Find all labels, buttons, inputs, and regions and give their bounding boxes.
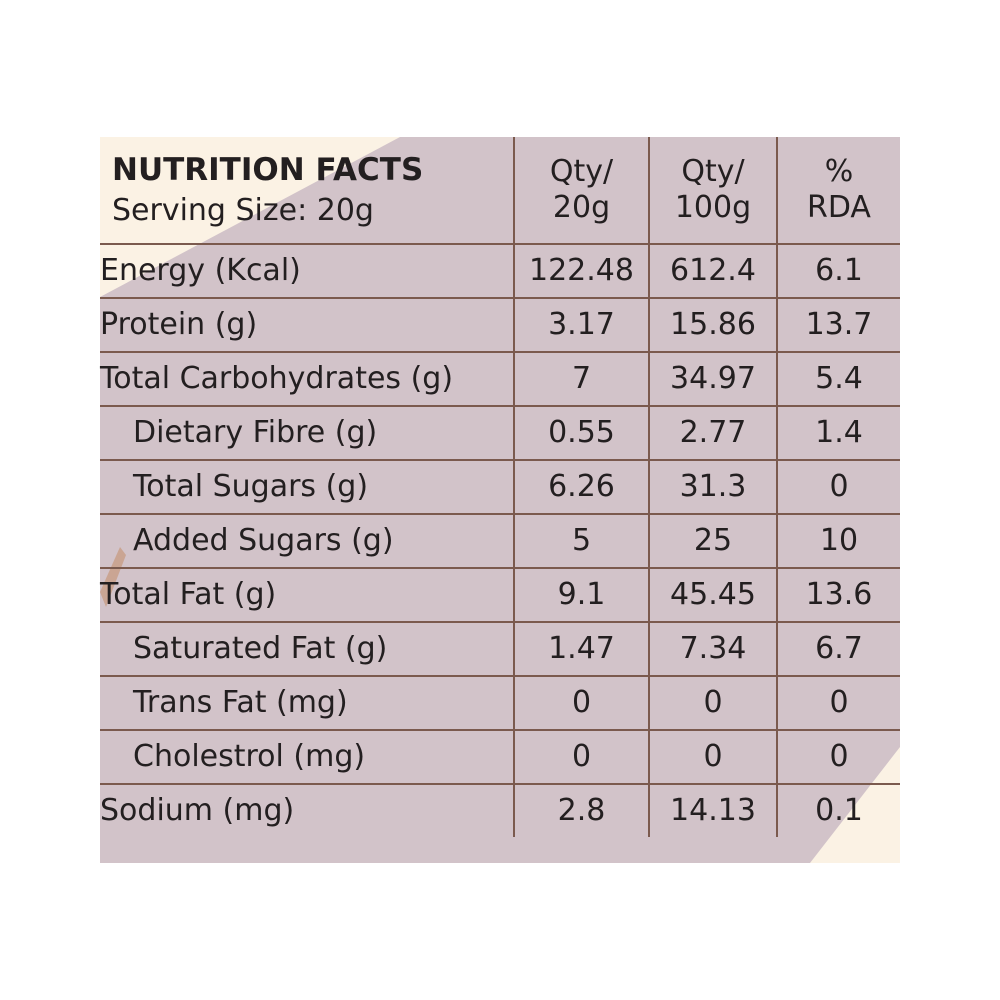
qty-per-100g: 7.34	[648, 621, 778, 677]
rda-percent: 5.4	[776, 351, 900, 407]
rda-percent: 13.7	[776, 297, 900, 353]
rda-percent: 0	[776, 675, 900, 731]
table-row-added-sugars: Added Sugars (g) 5 25 10	[100, 513, 900, 569]
table-row-cholestrol: Cholestrol (mg) 0 0 0	[100, 729, 900, 785]
table-row-dietary-fibre: Dietary Fibre (g) 0.55 2.77 1.4	[100, 405, 900, 461]
qty-per-100g: 14.13	[648, 783, 778, 837]
rda-percent: 1.4	[776, 405, 900, 461]
table-row-total-carbohydrates: Total Carbohydrates (g) 7 34.97 5.4	[100, 351, 900, 407]
qty-per-serving: 6.26	[513, 459, 650, 515]
qty-per-serving: 122.48	[513, 243, 650, 299]
qty-per-100g: 45.45	[648, 567, 778, 623]
qty-per-100g: 612.4	[648, 243, 778, 299]
qty-per-100g: 25	[648, 513, 778, 569]
nutrition-facts-table: NUTRITION FACTS Serving Size: 20g Qty/ 2…	[100, 137, 900, 837]
qty-per-serving: 1.47	[513, 621, 650, 677]
nutrient-name: Sodium (mg)	[100, 783, 515, 837]
rda-percent: 0	[776, 729, 900, 785]
qty-per-serving: 0.55	[513, 405, 650, 461]
serving-size-label: Serving Size: 20g	[112, 192, 374, 228]
header-title-cell: NUTRITION FACTS Serving Size: 20g	[100, 137, 515, 245]
nutrient-name: Dietary Fibre (g)	[100, 405, 515, 461]
column-header-per-100g-line2: 100g	[674, 190, 752, 225]
column-header-rda: % RDA	[776, 137, 900, 245]
qty-per-100g: 15.86	[648, 297, 778, 353]
qty-per-100g: 31.3	[648, 459, 778, 515]
table-row-sodium: Sodium (mg) 2.8 14.13 0.1	[100, 783, 900, 837]
qty-per-100g: 2.77	[648, 405, 778, 461]
nutrient-name: Total Carbohydrates (g)	[100, 351, 515, 407]
column-header-rda-line1: %	[824, 154, 854, 189]
column-header-per-serving-line1: Qty/	[549, 154, 614, 189]
qty-per-serving: 0	[513, 729, 650, 785]
rda-percent: 10	[776, 513, 900, 569]
column-header-per-100g-line1: Qty/	[681, 154, 745, 189]
column-header-per-serving-line2: 20g	[552, 190, 611, 225]
qty-per-serving: 3.17	[513, 297, 650, 353]
qty-per-serving: 9.1	[513, 567, 650, 623]
column-header-rda-line2: RDA	[807, 190, 871, 225]
qty-per-serving: 2.8	[513, 783, 650, 837]
qty-per-100g: 34.97	[648, 351, 778, 407]
qty-per-100g: 0	[648, 729, 778, 785]
nutrient-name: Cholestrol (mg)	[100, 729, 515, 785]
qty-per-100g: 0	[648, 675, 778, 731]
rda-percent: 6.7	[776, 621, 900, 677]
nutrient-name: Total Fat (g)	[100, 567, 515, 623]
rda-percent: 0	[776, 459, 900, 515]
table-row-total-sugars: Total Sugars (g) 6.26 31.3 0	[100, 459, 900, 515]
table-row-total-fat: Total Fat (g) 9.1 45.45 13.6	[100, 567, 900, 623]
nutrient-name: Trans Fat (mg)	[100, 675, 515, 731]
table-header-row: NUTRITION FACTS Serving Size: 20g Qty/ 2…	[100, 137, 900, 245]
table-row-energy: Energy (Kcal) 122.48 612.4 6.1	[100, 243, 900, 299]
column-header-per-serving: Qty/ 20g	[513, 137, 650, 245]
rda-percent: 13.6	[776, 567, 900, 623]
rda-percent: 0.1	[776, 783, 900, 837]
column-header-per-100g: Qty/ 100g	[648, 137, 778, 245]
table-row-protein: Protein (g) 3.17 15.86 13.7	[100, 297, 900, 353]
nutrient-name: Protein (g)	[100, 297, 515, 353]
qty-per-serving: 0	[513, 675, 650, 731]
nutrient-name: Added Sugars (g)	[100, 513, 515, 569]
table-row-trans-fat: Trans Fat (mg) 0 0 0	[100, 675, 900, 731]
table-title: NUTRITION FACTS	[112, 151, 424, 188]
rda-percent: 6.1	[776, 243, 900, 299]
qty-per-serving: 7	[513, 351, 650, 407]
qty-per-serving: 5	[513, 513, 650, 569]
table-row-saturated-fat: Saturated Fat (g) 1.47 7.34 6.7	[100, 621, 900, 677]
nutrient-name: Total Sugars (g)	[100, 459, 515, 515]
nutrient-name: Saturated Fat (g)	[100, 621, 515, 677]
nutrient-name: Energy (Kcal)	[100, 243, 515, 299]
